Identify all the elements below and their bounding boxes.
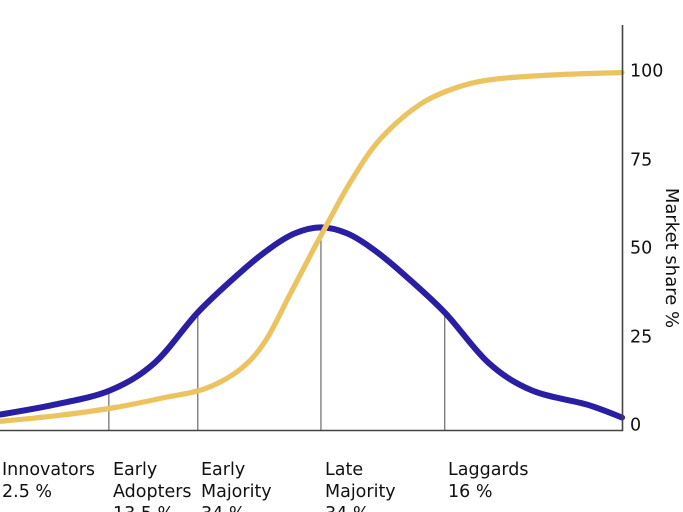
category-name: Laggards: [448, 460, 529, 480]
category-name: Early Majority: [201, 460, 272, 502]
category-share: 13.5 %: [113, 503, 192, 512]
category-divider-lines: [108, 227, 446, 430]
category-share: 2.5 %: [2, 482, 53, 502]
adoption-bell-curve: [0, 224, 625, 421]
category-name: Late Majority: [325, 460, 396, 502]
category-label-innovators: Innovators 2.5 %: [2, 437, 95, 512]
y-tick-25: 25: [630, 326, 653, 347]
y-tick-75: 75: [630, 149, 653, 170]
category-share: 16 %: [448, 482, 493, 502]
y-tick-50: 50: [630, 238, 653, 259]
category-name: Early Adopters: [113, 460, 192, 502]
y-tick-0: 0: [630, 415, 642, 436]
category-label-early-majority: Early Majority 34 %: [201, 437, 272, 512]
y-axis-title: Market share %: [661, 187, 682, 329]
y-tick-100: 100: [630, 61, 664, 82]
category-label-late-majority: Late Majority 34 %: [325, 437, 396, 512]
category-name: Innovators: [2, 460, 96, 480]
category-label-early-adopters: Early Adopters 13.5 %: [113, 437, 192, 512]
category-label-laggards: Laggards 16 %: [448, 437, 529, 512]
category-share: 34 %: [201, 503, 272, 512]
market-share-s-curve: [0, 69, 625, 424]
category-share: 34 %: [325, 503, 396, 512]
